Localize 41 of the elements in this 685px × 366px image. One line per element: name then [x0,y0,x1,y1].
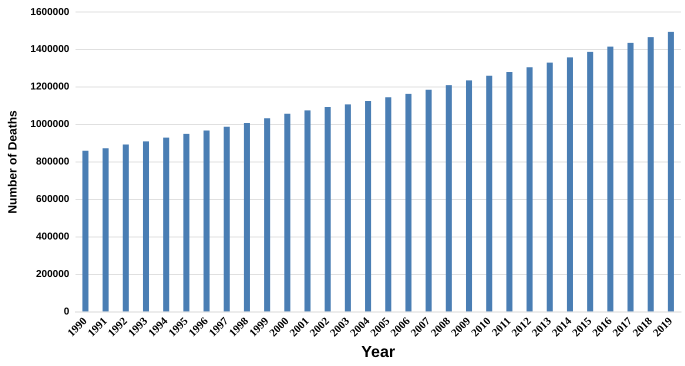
bar [284,114,290,312]
bar [224,126,230,312]
y-tick-label: 1000000 [30,119,70,130]
bar [82,150,88,312]
bar [142,141,150,312]
y-tick-label: 1600000 [30,6,70,18]
y-tick-label: 400000 [36,232,70,243]
bar [587,52,594,312]
bar [365,101,372,312]
y-tick-label: 1200000 [30,82,70,93]
bar [324,107,331,312]
bar [163,138,170,312]
bar [628,42,634,312]
bar [486,76,492,312]
bar [648,37,654,312]
bar [385,97,392,312]
y-tick-label: 800000 [36,156,70,168]
bar [566,57,573,312]
bar [426,90,432,312]
bar [204,130,210,312]
bar [264,118,270,312]
bar [607,46,614,312]
bar [183,134,190,312]
bar [102,148,109,312]
bar [546,62,553,312]
y-tick-label: 1400000 [30,44,70,56]
bar [405,94,412,312]
bar [526,67,533,312]
y-axis-title: Number of Deaths [6,110,20,214]
y-tick-label: 600000 [36,194,70,206]
bar [304,110,311,312]
y-tick-label: 200000 [36,269,70,280]
bar [244,122,250,312]
bar [122,144,129,312]
bar [446,85,452,312]
x-axis-title: Year [361,344,396,361]
bar [466,80,472,312]
bar [506,72,512,312]
bar [344,104,351,312]
y-tick-label: 0 [64,306,70,318]
bar [668,32,674,312]
